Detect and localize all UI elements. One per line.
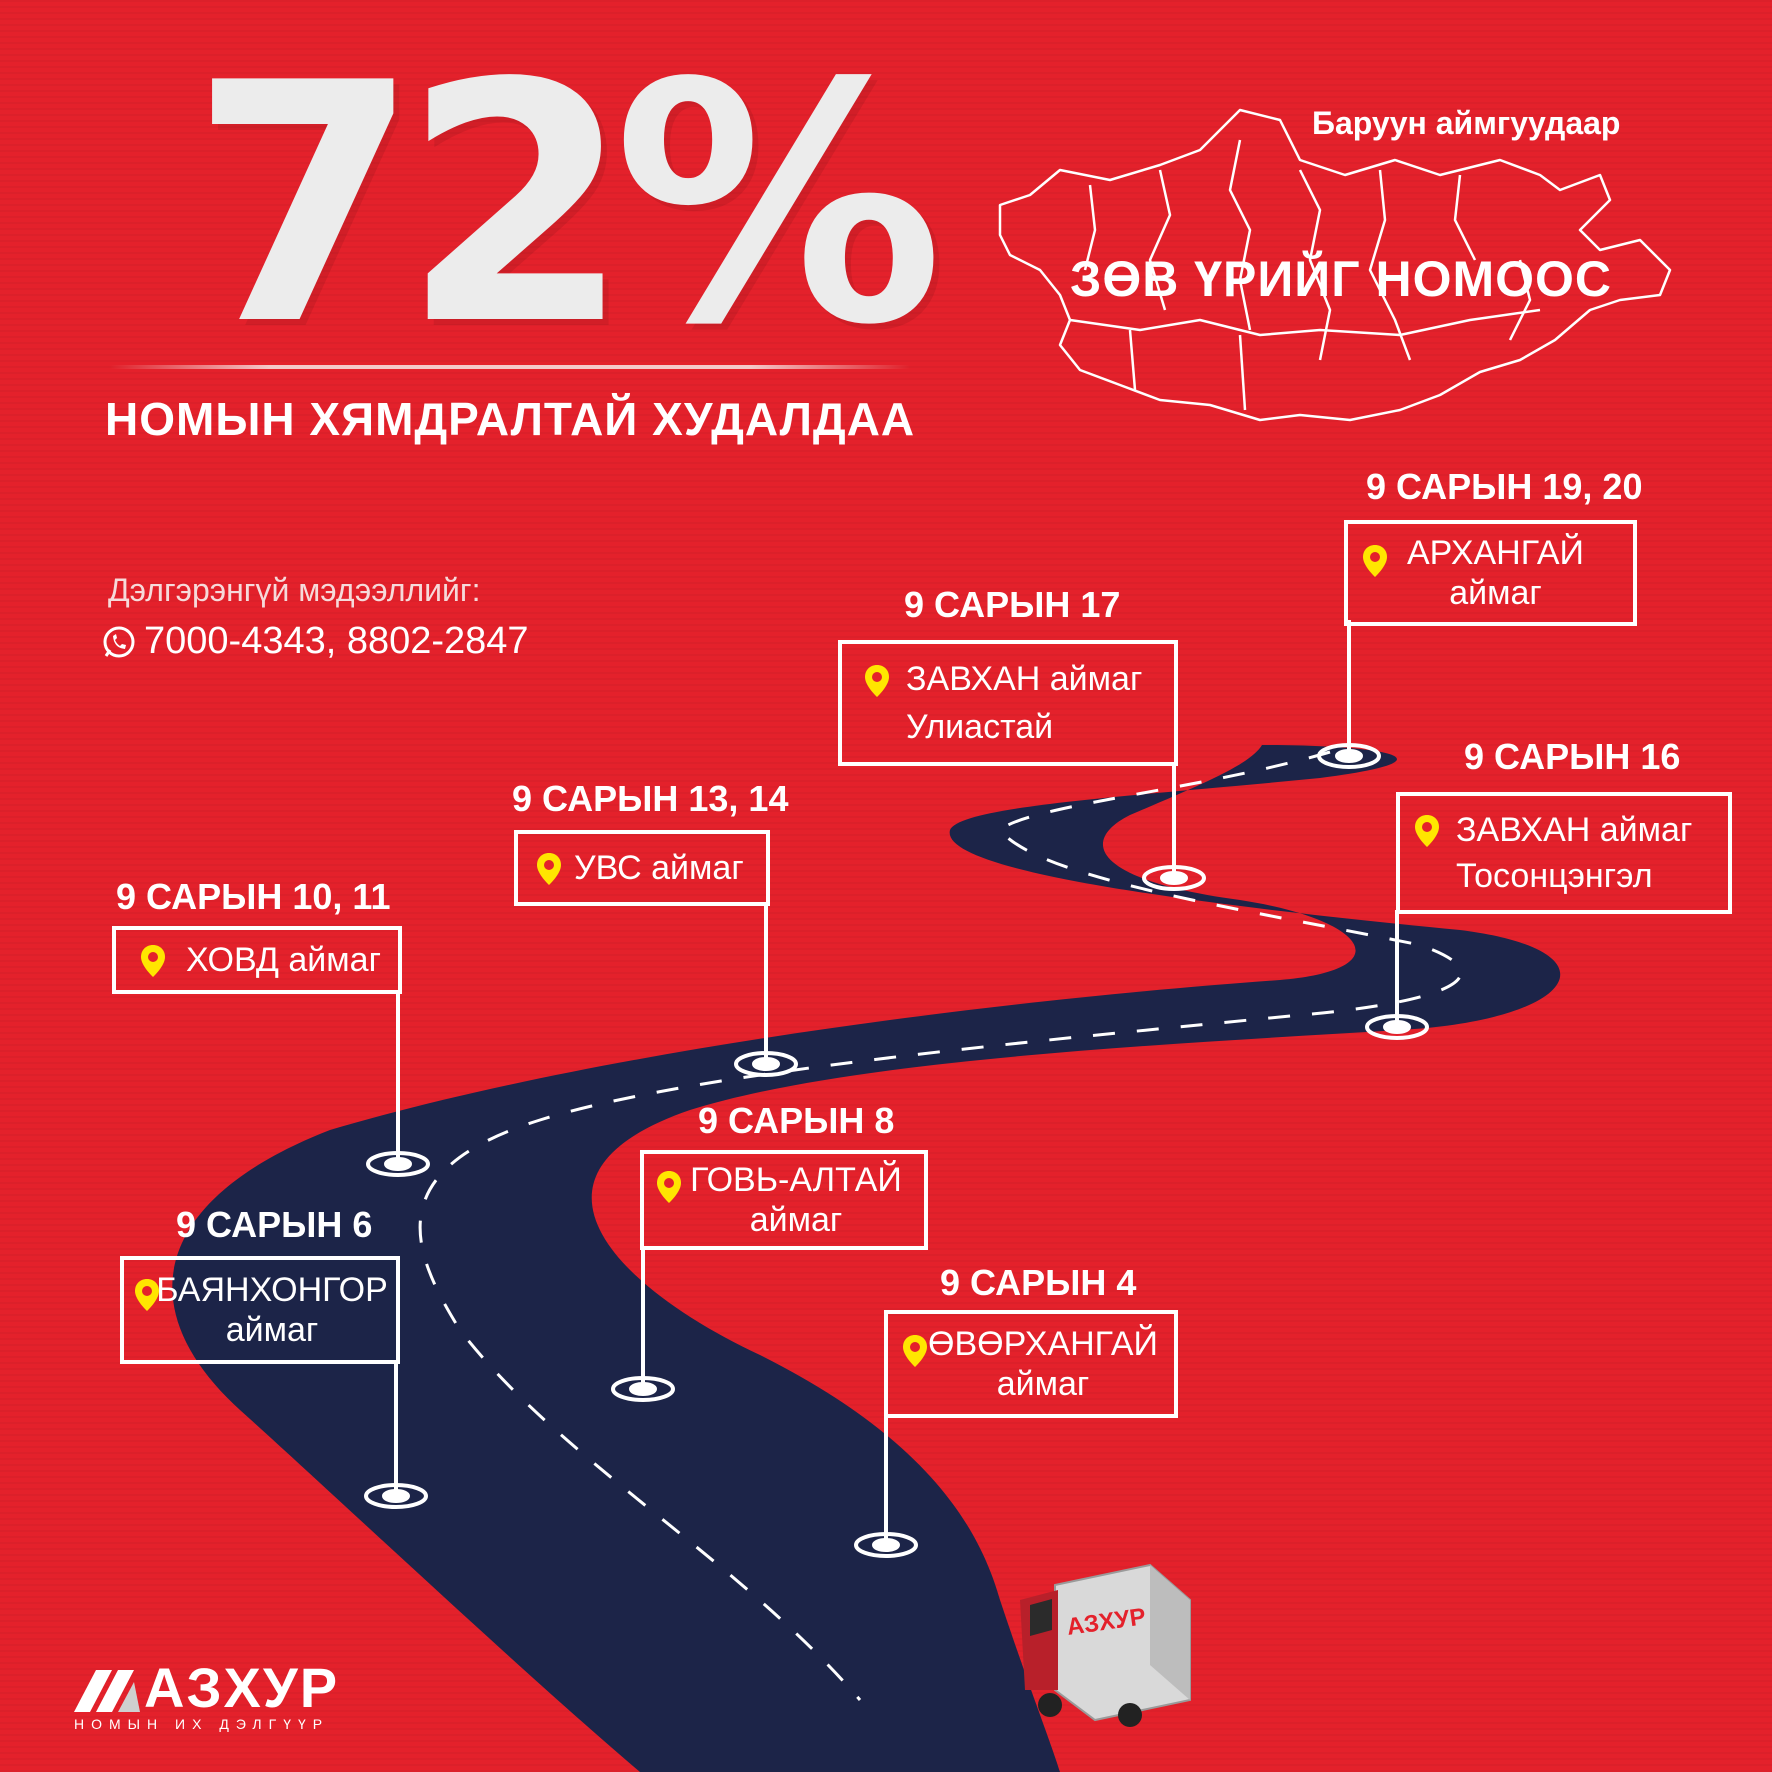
stop-place: ГОВЬ-АЛТАЙ [690,1161,902,1199]
mongolia-map [998,108,1672,422]
contact-phones[interactable]: 7000-4343, 8802-2847 [102,620,529,663]
stop-card-zavkhan-tosontsengel: ЗАВХАН аймаг Тосонцэнгэл [1396,792,1732,914]
stop-place: ЗАВХАН аймаг [1456,811,1693,849]
stop-date: 9 САРЫН 17 [904,584,1121,625]
stop-date: 9 САРЫН 16 [1464,736,1681,777]
location-pin-icon [537,853,561,885]
stop-date: 9 САРЫН 4 [940,1262,1137,1303]
location-pin-icon [1363,545,1387,577]
stop-card-bayankhongor: БАЯНХОНГОР аймаг [120,1256,400,1364]
stop-date: 9 САРЫН 8 [698,1100,895,1141]
headline-divider [110,365,910,369]
stop-date: 9 САРЫН 13, 14 [512,778,789,819]
brand-logo-mark [74,1670,140,1712]
brand-tagline: НОМЫН ИХ ДЭЛГҮҮР [74,1716,330,1732]
stop-card-ovorkhangai: ӨВӨРХАНГАЙ аймаг [884,1310,1178,1418]
headline-title: НОМЫН ХЯМДРАЛТАЙ ХУДАЛДАА [105,393,916,445]
location-pin-icon [865,665,889,697]
stop-place: ӨВӨРХАНГАЙ [928,1325,1158,1363]
stop-card-govi-altai: ГОВЬ-АЛТАЙ аймаг [640,1150,928,1250]
road-center-line [418,750,1463,1701]
stop-place-detail: аймаг [749,1201,843,1239]
road [172,745,1561,1772]
discount-percent: 72% [190,13,944,397]
brand-name: АЗХУР [144,1656,340,1719]
map-subtitle: Баруун аймгуудаар [1312,105,1621,141]
phone-icon [103,626,135,657]
stop-place-detail: аймаг [1449,574,1542,612]
stop-card-zavkhan-uliastai: ЗАВХАН аймаг Улиастай [838,640,1178,766]
contact-phone-numbers: 7000-4343, 8802-2847 [144,620,529,662]
stop-place-detail: Тосонцэнгэл [1456,857,1653,895]
stop-card-arkhangai: АРХАНГАЙ аймаг [1344,520,1637,626]
stop-place-detail: Улиастай [906,708,1054,746]
stop-card-khovd: ХОВД аймаг [112,926,402,994]
stop-card-uvs: УВС аймаг [514,830,770,906]
stop-date: 9 САРЫН 10, 11 [116,876,391,917]
stop-place: УВС аймаг [574,849,744,887]
contact-label: Дэлгэрэнгүй мэдээллийг: [108,572,481,608]
stop-place: АРХАНГАЙ [1407,534,1584,572]
stop-date: 9 САРЫН 19, 20 [1366,466,1643,507]
map-title: ЗӨВ ҮРИЙГ НОМООС [1070,251,1613,307]
location-pin-icon [135,1279,159,1311]
stop-place-detail: аймаг [996,1365,1090,1403]
brand-logo[interactable]: АЗХУР НОМЫН ИХ ДЭЛГҮҮР [74,1655,339,1732]
location-pin-icon [1415,815,1439,847]
location-pin-icon [657,1171,681,1203]
location-pin-icon [141,945,165,977]
location-pin-icon [903,1335,927,1367]
stop-place: ХОВД аймаг [186,941,381,979]
stop-place: ЗАВХАН аймаг [906,660,1143,698]
stop-place-detail: аймаг [225,1311,319,1349]
delivery-truck: АЗХУР [1020,1563,1191,1727]
stop-place: БАЯНХОНГОР [156,1271,388,1309]
stop-date: 9 САРЫН 6 [176,1204,373,1245]
stop-poles [364,620,1429,1558]
